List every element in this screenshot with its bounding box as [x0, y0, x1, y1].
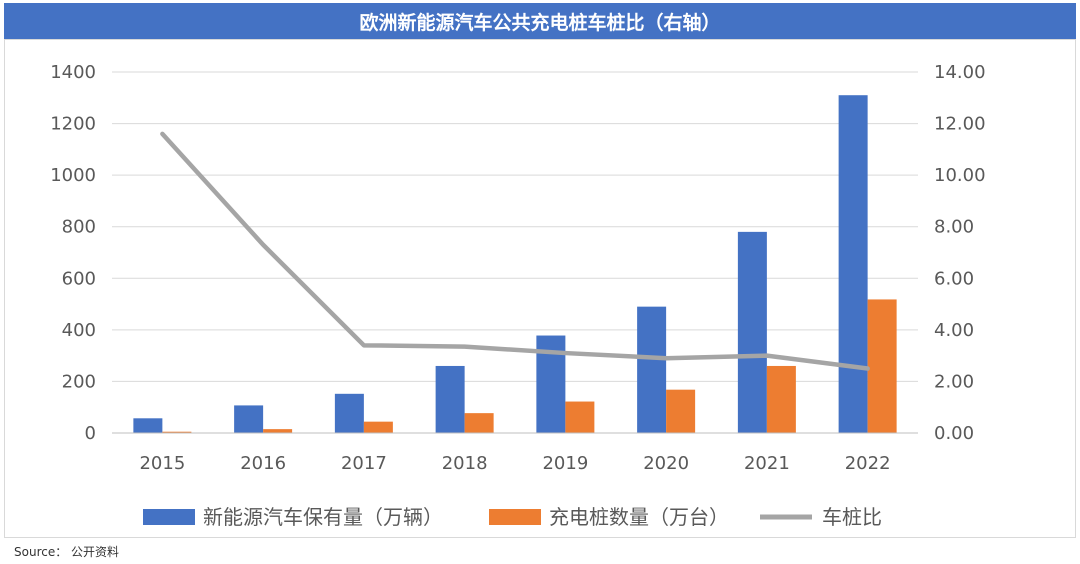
bar-ev-stock-2021 [737, 231, 767, 433]
legend-swatch-1 [489, 509, 541, 525]
gridlines [112, 71, 918, 434]
right-axis: 0.00 2.00 4.00 6.00 8.00 10.00 12.00 14.00 [934, 62, 986, 444]
right-tick-label: 12.00 [934, 114, 986, 135]
bar-chargers-2015 [162, 431, 192, 433]
bar-chargers-2018 [464, 413, 494, 433]
bar-ev-stock-2020 [637, 306, 667, 433]
left-tick-label: 1400 [50, 62, 96, 83]
left-tick-label: 1000 [50, 165, 96, 186]
right-tick-label: 2.00 [934, 371, 974, 392]
left-tick-label: 600 [62, 268, 96, 289]
bar-chargers-2017 [363, 421, 393, 433]
left-tick-label: 1200 [50, 114, 96, 135]
x-tick-label: 2016 [240, 453, 286, 474]
bar-chargers-2020 [666, 389, 696, 433]
legend-label-2: 车桩比 [822, 505, 882, 529]
x-tick-label: 2018 [442, 453, 488, 474]
bar-ev-stock-2015 [133, 418, 163, 433]
ratio-line-path [160, 131, 870, 371]
left-tick-label: 0 [85, 423, 96, 444]
x-tick-label: 2022 [845, 453, 891, 474]
x-tick-label: 2017 [341, 453, 387, 474]
bar-ev-stock-2018 [435, 365, 465, 433]
right-tick-label: 4.00 [934, 320, 974, 341]
left-tick-label: 200 [62, 371, 96, 392]
bar-ev-stock-2016 [234, 405, 264, 433]
legend-label-0: 新能源汽车保有量（万辆） [203, 505, 443, 529]
bar-chargers-2022 [867, 299, 897, 433]
bar-chargers-2019 [565, 401, 595, 433]
right-tick-label: 10.00 [934, 165, 986, 186]
legend: 新能源汽车保有量（万辆） 充电桩数量（万台） 车桩比 [143, 505, 882, 529]
x-tick-label: 2021 [744, 453, 790, 474]
legend-label-1: 充电桩数量（万台） [549, 505, 729, 529]
x-axis: 2015 2016 2017 2018 2019 2020 2021 2022 [112, 432, 918, 474]
bars [133, 95, 897, 433]
right-tick-label: 6.00 [934, 268, 974, 289]
bar-chargers-2021 [766, 365, 796, 433]
chart-title: 欧洲新能源汽车公共充电桩车桩比（右轴） [4, 3, 1076, 39]
chart-frame [4, 39, 1076, 538]
bar-ev-stock-2017 [334, 393, 364, 433]
right-tick-label: 8.00 [934, 217, 974, 238]
left-tick-label: 400 [62, 320, 96, 341]
ratio-line [160, 131, 870, 371]
x-tick-label: 2015 [139, 453, 185, 474]
left-tick-label: 800 [62, 217, 96, 238]
right-tick-label: 0.00 [934, 423, 974, 444]
left-axis: 0 200 400 600 800 1000 1200 1400 [50, 62, 96, 444]
x-tick-label: 2019 [542, 453, 588, 474]
legend-swatch-0 [143, 509, 195, 525]
bar-chargers-2016 [263, 429, 293, 433]
right-tick-label: 14.00 [934, 62, 986, 83]
x-tick-label: 2020 [643, 453, 689, 474]
source-note: Source： 公开资料 [14, 545, 120, 559]
bar-ev-stock-2022 [838, 95, 868, 433]
